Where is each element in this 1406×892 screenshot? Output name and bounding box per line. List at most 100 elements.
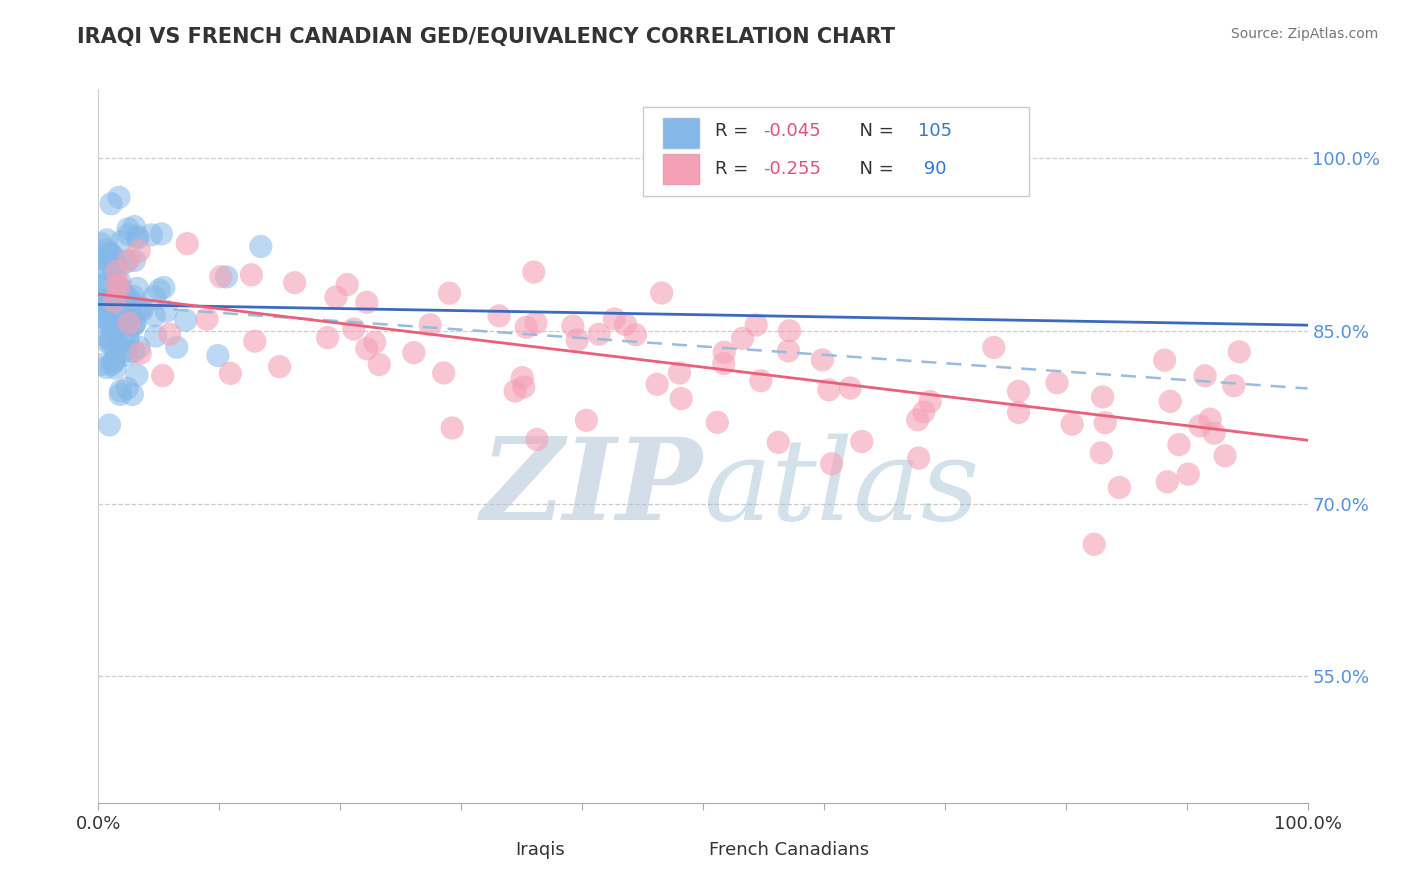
Point [575,413,598,427]
Point [115,348,138,362]
Point [103,250,125,264]
Point [100,320,122,334]
Point [153,280,176,294]
Point [127,229,149,244]
Point [108,275,131,289]
Point [565,333,588,347]
Point [110,384,132,398]
Point [141,227,163,242]
Point [121,387,143,401]
Point [97,336,120,351]
Text: R =: R = [716,122,754,140]
Point [103,294,125,309]
Point [91,310,114,325]
Point [1094,416,1116,430]
Point [907,451,929,466]
Point [839,381,862,395]
Point [1007,405,1029,419]
Point [912,405,935,419]
Point [117,221,139,235]
Text: R =: R = [716,161,754,178]
Point [104,292,127,306]
FancyBboxPatch shape [672,838,699,862]
Text: IRAQI VS FRENCH CANADIAN GED/EQUIVALENCY CORRELATION CHART: IRAQI VS FRENCH CANADIAN GED/EQUIVALENCY… [77,27,896,46]
Point [124,316,146,330]
Point [1153,353,1175,368]
Point [125,368,148,383]
Point [269,359,291,374]
FancyBboxPatch shape [479,838,506,862]
Point [1213,449,1236,463]
Point [818,383,841,397]
Point [523,265,546,279]
Point [110,235,132,249]
Point [166,340,188,354]
Point [131,303,153,318]
Point [100,196,122,211]
Point [98,298,121,312]
Point [96,243,118,257]
Point [91,252,114,266]
Point [103,354,125,368]
Point [104,353,127,368]
Point [614,318,637,332]
Point [105,278,128,293]
Point [104,341,127,355]
Point [1204,426,1226,441]
Point [749,374,772,388]
Text: Source: ZipAtlas.com: Source: ZipAtlas.com [1230,27,1378,41]
Point [115,289,138,303]
FancyBboxPatch shape [664,118,699,148]
Point [1194,368,1216,383]
Point [588,327,610,342]
Point [128,340,150,354]
Point [118,316,141,330]
Text: 105: 105 [918,122,952,140]
Point [97,276,120,290]
Point [111,288,134,302]
Point [93,310,115,325]
Point [1007,384,1029,399]
Point [90,305,112,319]
Point [651,285,673,300]
Text: N =: N = [848,122,900,140]
Point [209,269,232,284]
Point [108,190,131,204]
Point [243,334,266,348]
Point [112,292,135,306]
Point [515,320,537,334]
Point [1091,390,1114,404]
Point [768,435,790,450]
Point [96,233,118,247]
Point [107,318,129,333]
Point [603,312,626,326]
Text: N =: N = [848,161,900,178]
Point [101,248,124,262]
Point [778,343,800,358]
Point [1199,412,1222,426]
Text: -0.255: -0.255 [763,161,821,178]
Point [820,457,842,471]
Point [526,433,548,447]
Point [90,310,112,324]
Text: atlas: atlas [703,434,980,544]
Point [143,290,166,304]
Point [117,292,139,306]
Point [503,384,526,398]
Point [811,353,834,368]
Point [90,295,112,310]
Point [1062,417,1084,431]
Point [284,276,307,290]
Point [215,269,238,284]
Point [104,305,127,319]
Point [907,413,929,427]
Point [779,324,801,338]
Point [114,255,136,269]
Point [488,309,510,323]
Point [114,343,136,358]
Point [124,219,146,234]
Point [98,246,121,260]
Point [93,291,115,305]
Point [1108,481,1130,495]
Point [98,290,121,304]
